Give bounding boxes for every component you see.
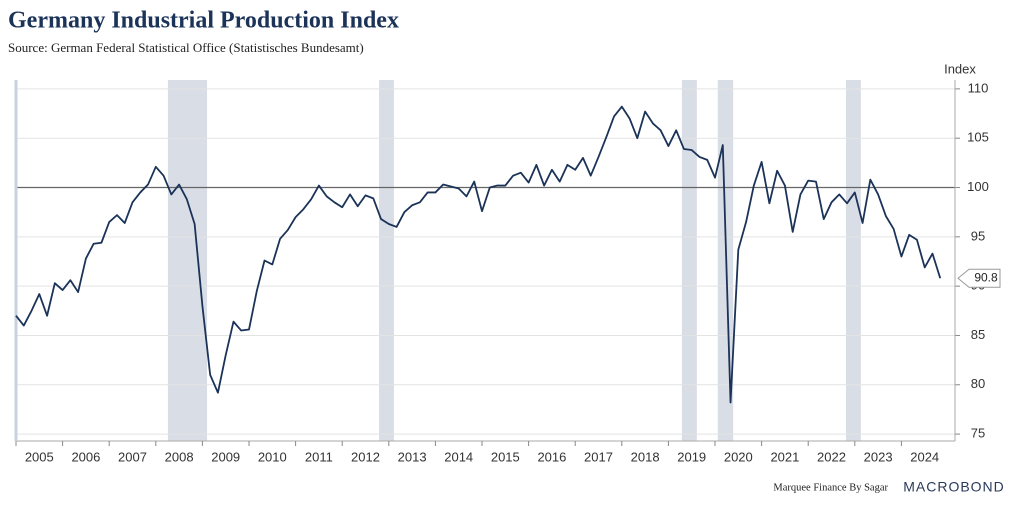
last-value-callout	[957, 268, 1001, 288]
y-tick-label: 80	[971, 376, 985, 391]
y-axis-label: Index	[944, 61, 976, 76]
data-line	[15, 105, 942, 404]
x-tick-label: 2009	[211, 449, 240, 464]
x-tick-label: 2015	[491, 449, 520, 464]
y-tick-label: 100	[967, 179, 989, 194]
x-tick-label: 2023	[864, 449, 893, 464]
shaded-range	[379, 80, 394, 441]
x-tick-label: 2005	[25, 449, 54, 464]
y-tick-label: 85	[971, 327, 985, 342]
chart-title: Germany Industrial Production Index	[8, 8, 399, 34]
shaded-range	[681, 80, 697, 441]
y-tick-label: 95	[971, 228, 985, 243]
shaded-range	[845, 80, 861, 441]
brand: MACROBOND	[903, 479, 1005, 495]
x-tick-label: 2007	[118, 449, 147, 464]
x-tick-label: 2017	[584, 449, 613, 464]
y-tick-label: 110	[968, 80, 989, 95]
x-tick-label: 2019	[677, 449, 706, 464]
x-tick-label: 2018	[631, 449, 660, 464]
x-tick-label: 2016	[537, 449, 566, 464]
x-tick-label: 2013	[398, 449, 427, 464]
shaded-range	[167, 80, 208, 441]
x-tick-label: 2008	[165, 449, 194, 464]
footer: Marquee Finance By Sagar	[773, 482, 888, 493]
chart-subtitle: Source: German Federal Statistical Offic…	[8, 40, 364, 55]
x-tick-label: 2021	[770, 449, 799, 464]
x-tick-label: 2012	[351, 449, 380, 464]
x-tick-label: 2010	[258, 449, 287, 464]
last-value-label: 90.8	[974, 270, 998, 284]
x-tick-label: 2011	[305, 449, 333, 464]
x-tick-label: 2006	[71, 449, 100, 464]
x-tick-label: 2020	[724, 449, 753, 464]
y-tick-label: 105	[967, 130, 989, 145]
x-tick-label: 2024	[910, 449, 939, 464]
y-tick-label: 75	[971, 426, 985, 441]
x-tick-label: 2014	[444, 449, 473, 464]
x-tick-label: 2022	[817, 449, 846, 464]
